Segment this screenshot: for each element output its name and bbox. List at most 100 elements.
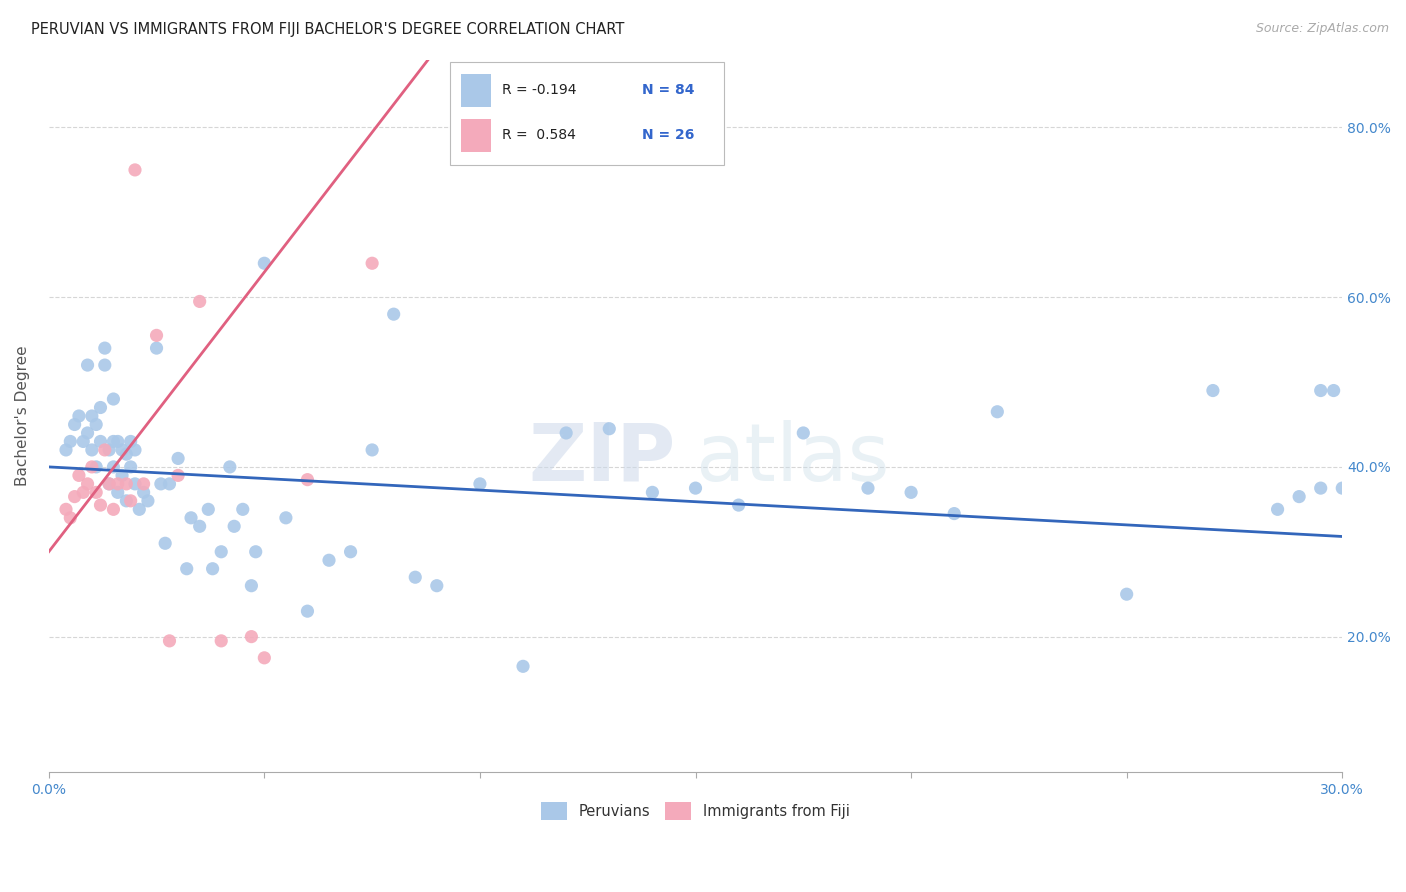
Point xyxy=(120,459,142,474)
Point xyxy=(80,409,103,423)
Point xyxy=(89,498,111,512)
Point xyxy=(94,341,117,355)
Point xyxy=(132,476,155,491)
Point xyxy=(98,476,121,491)
Text: PERUVIAN VS IMMIGRANTS FROM FIJI BACHELOR'S DEGREE CORRELATION CHART: PERUVIAN VS IMMIGRANTS FROM FIJI BACHELO… xyxy=(31,22,624,37)
Y-axis label: Bachelor's Degree: Bachelor's Degree xyxy=(15,346,30,486)
Point xyxy=(89,434,111,449)
Point xyxy=(145,328,167,343)
Point xyxy=(98,476,121,491)
Point xyxy=(1309,384,1331,398)
Legend: Peruvians, Immigrants from Fiji: Peruvians, Immigrants from Fiji xyxy=(536,797,856,826)
Point xyxy=(598,422,620,436)
Point xyxy=(1288,490,1310,504)
Point xyxy=(468,476,491,491)
Point xyxy=(253,650,276,665)
Point xyxy=(1267,502,1289,516)
Point xyxy=(59,511,82,525)
Point xyxy=(188,294,211,309)
Point xyxy=(124,442,146,457)
Point xyxy=(159,476,181,491)
Point xyxy=(124,476,146,491)
Point xyxy=(1323,384,1346,398)
Point xyxy=(1202,384,1225,398)
Point xyxy=(232,502,254,516)
Point xyxy=(382,307,405,321)
Point xyxy=(297,604,319,618)
Point xyxy=(55,502,77,516)
Point xyxy=(149,476,172,491)
Point xyxy=(107,476,129,491)
Point xyxy=(128,502,150,516)
Point xyxy=(111,468,134,483)
Point xyxy=(120,434,142,449)
Point xyxy=(72,434,94,449)
Point xyxy=(318,553,340,567)
Point xyxy=(641,485,664,500)
Point xyxy=(197,502,219,516)
Point xyxy=(67,409,90,423)
Point xyxy=(240,630,263,644)
Point xyxy=(89,401,111,415)
Point xyxy=(274,511,297,525)
Point xyxy=(153,536,176,550)
Point xyxy=(115,493,138,508)
Point xyxy=(124,162,146,177)
Text: N = 26: N = 26 xyxy=(643,128,695,142)
Point xyxy=(1115,587,1137,601)
Point xyxy=(103,434,125,449)
Point xyxy=(361,256,384,270)
Point xyxy=(167,468,190,483)
Point xyxy=(555,425,578,440)
Text: atlas: atlas xyxy=(696,420,890,498)
Point xyxy=(685,481,707,495)
Point xyxy=(76,358,98,372)
Point xyxy=(856,481,879,495)
Point xyxy=(98,442,121,457)
Point xyxy=(426,579,449,593)
Point xyxy=(84,459,107,474)
Point xyxy=(103,459,125,474)
Point xyxy=(167,451,190,466)
Point xyxy=(176,562,198,576)
Point xyxy=(240,579,263,593)
Point xyxy=(132,485,155,500)
Point xyxy=(80,459,103,474)
Point xyxy=(1331,481,1354,495)
Point xyxy=(253,256,276,270)
Point xyxy=(84,417,107,432)
Point xyxy=(209,545,232,559)
Point xyxy=(297,473,319,487)
FancyBboxPatch shape xyxy=(450,62,724,165)
Point xyxy=(224,519,246,533)
Point xyxy=(107,485,129,500)
Point xyxy=(145,341,167,355)
Point xyxy=(209,633,232,648)
Point xyxy=(55,442,77,457)
Point xyxy=(339,545,361,559)
Point xyxy=(136,493,159,508)
Text: N = 84: N = 84 xyxy=(643,83,695,97)
Text: R = -0.194: R = -0.194 xyxy=(502,83,576,97)
Point xyxy=(1309,481,1331,495)
Point xyxy=(63,490,86,504)
Point xyxy=(72,485,94,500)
FancyBboxPatch shape xyxy=(461,119,491,152)
Point xyxy=(76,476,98,491)
FancyBboxPatch shape xyxy=(461,74,491,106)
Point xyxy=(84,485,107,500)
Point xyxy=(404,570,426,584)
Point xyxy=(59,434,82,449)
Point xyxy=(80,442,103,457)
Text: Source: ZipAtlas.com: Source: ZipAtlas.com xyxy=(1256,22,1389,36)
Point xyxy=(94,442,117,457)
Point xyxy=(103,392,125,406)
Point xyxy=(94,358,117,372)
Point xyxy=(180,511,202,525)
Point xyxy=(115,447,138,461)
Point xyxy=(512,659,534,673)
Point xyxy=(188,519,211,533)
Point xyxy=(943,507,966,521)
Point xyxy=(63,417,86,432)
Text: R =  0.584: R = 0.584 xyxy=(502,128,576,142)
